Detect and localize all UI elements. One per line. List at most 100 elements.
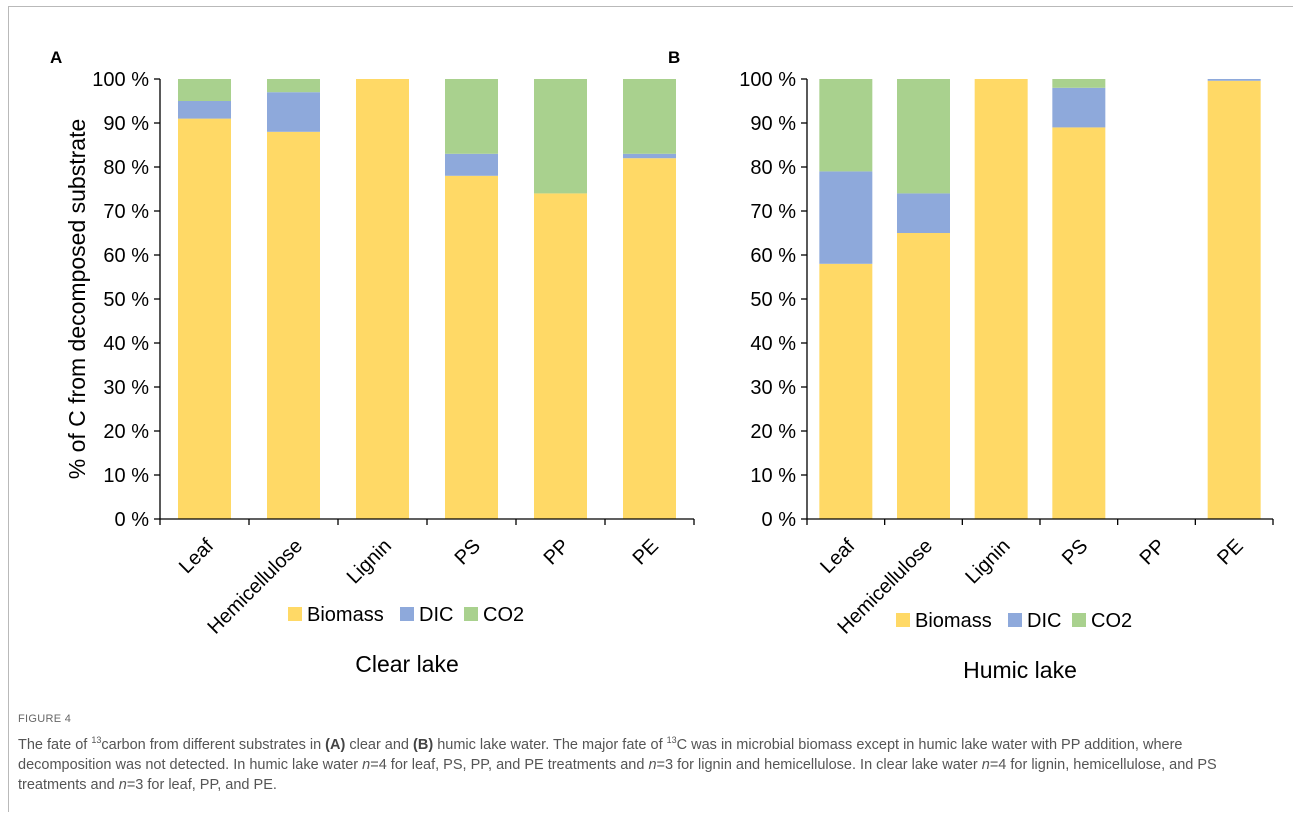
bar-segment-dic: [1052, 87, 1106, 128]
bar-segment-dic: [623, 153, 676, 159]
x-axis-title: Humic lake: [963, 657, 1077, 683]
y-tick-label: 10 %: [750, 465, 796, 487]
panel-letter: B: [668, 48, 680, 67]
legend-swatch: [464, 607, 478, 621]
bar-segment-co2: [897, 79, 950, 194]
legend-label: CO2: [1091, 610, 1132, 632]
caption-n: n: [981, 756, 990, 773]
caption-panel-ref-b: (B): [413, 736, 434, 753]
caption-part: humic lake water. The major fate of: [433, 736, 667, 753]
bar-segment-dic: [267, 92, 320, 132]
y-tick-label: 10 %: [103, 465, 149, 487]
panel-letter: A: [50, 48, 62, 67]
caption-part: =3 for leaf, PP, and PE.: [126, 776, 277, 793]
x-category-label: PE: [629, 535, 663, 569]
y-tick-label: 20 %: [103, 421, 149, 443]
y-tick-label: 40 %: [750, 333, 796, 355]
caption-n: n: [362, 756, 371, 773]
bar-segment-biomass: [623, 158, 676, 519]
x-category-label: PS: [451, 535, 485, 569]
y-tick-label: 80 %: [750, 157, 796, 179]
caption-part: =3 for lignin and hemicellulose. In clea…: [656, 756, 982, 773]
x-category-label: PP: [1136, 535, 1170, 569]
legend-label: DIC: [419, 604, 453, 626]
y-tick-label: 60 %: [750, 245, 796, 267]
y-tick-label: 90 %: [750, 113, 796, 135]
bar-segment-dic: [897, 193, 950, 233]
legend-label: CO2: [483, 604, 524, 626]
bar-segment-biomass: [178, 118, 231, 519]
bar-segment-biomass: [897, 233, 950, 519]
legend-swatch: [1072, 613, 1086, 627]
caption-part: clear and: [345, 736, 414, 753]
legend-swatch: [400, 607, 414, 621]
x-category-label: PP: [540, 535, 574, 569]
y-tick-label: 80 %: [103, 157, 149, 179]
x-category-label: Leaf: [175, 535, 218, 578]
bar-segment-dic: [819, 171, 873, 264]
y-tick-label: 20 %: [750, 421, 796, 443]
y-tick-label: 70 %: [103, 201, 149, 223]
y-tick-label: 60 %: [103, 245, 149, 267]
figure-caption: FIGURE 4 The fate of 13carbon from diffe…: [18, 713, 1278, 795]
caption-n: n: [118, 776, 127, 793]
y-tick-label: 40 %: [103, 333, 149, 355]
x-category-label: Lignin: [961, 535, 1014, 588]
y-tick-label: 100 %: [739, 69, 796, 91]
bar-segment-biomass: [819, 263, 873, 519]
x-category-label: PE: [1213, 535, 1247, 569]
y-tick-label: 50 %: [750, 289, 796, 311]
bar-segment-co2: [445, 79, 498, 154]
legend-label: Biomass: [307, 604, 384, 626]
panel-a: A 0 % 10 % 20 % 30 % 40 % 50 % 60 % 70 % 80 % 90 %…: [50, 48, 695, 677]
caption-part: The fate of: [18, 736, 92, 753]
figure-label: FIGURE 4: [18, 713, 72, 725]
bar-segment-biomass: [356, 79, 409, 519]
caption-part: carbon from different substrates in: [101, 736, 326, 753]
legend-swatch: [896, 613, 910, 627]
bar-segment-co2: [534, 79, 587, 194]
bar-segment-dic: [445, 153, 498, 176]
x-category-label: PS: [1058, 535, 1092, 569]
legend-swatch: [288, 607, 302, 621]
y-axis-title: % of C from decomposed substrate: [64, 119, 90, 480]
y-tick-label: 50 %: [103, 289, 149, 311]
caption-superscript: 13: [666, 735, 677, 745]
caption-panel-ref-a: (A): [325, 736, 346, 753]
bar-segment-co2: [819, 79, 873, 172]
x-axis-title: Clear lake: [355, 651, 459, 677]
x-category-label: Leaf: [816, 535, 859, 578]
bar-segment-biomass: [974, 79, 1028, 519]
caption-n: n: [648, 756, 657, 773]
caption-part: C was in microbial biomass except in hum…: [18, 736, 1183, 773]
panel-b: B 0 % 10 % 20 % 30 % 40 % 50 % 60 % 70 % 80 % 90 %…: [668, 48, 1274, 683]
y-tick-label: 100 %: [92, 69, 149, 91]
bar-segment-biomass: [534, 193, 587, 519]
caption-part: =4 for leaf, PS, PP, and PE treatments a…: [370, 756, 649, 773]
caption-superscript: 13: [91, 735, 102, 745]
bar-segment-dic: [178, 101, 231, 119]
legend-swatch: [1008, 613, 1022, 627]
y-tick-label: 70 %: [750, 201, 796, 223]
y-tick-label: 30 %: [750, 377, 796, 399]
bar-segment-biomass: [1207, 80, 1261, 519]
legend-label: DIC: [1027, 610, 1061, 632]
figure-chart: A 0 % 10 % 20 % 30 % 40 % 50 % 60 % 70 % 80 % 90 %…: [50, 48, 1274, 683]
bar-segment-co2: [267, 79, 320, 93]
y-tick-label: 30 %: [103, 377, 149, 399]
legend-label: Biomass: [915, 610, 992, 632]
y-tick-label: 0 %: [115, 509, 150, 531]
x-category-label: Hemicellulose: [203, 535, 307, 639]
bar-segment-co2: [623, 79, 676, 154]
bar-segment-dic: [1207, 79, 1261, 81]
x-category-label: Lignin: [343, 535, 396, 588]
y-tick-label: 90 %: [103, 113, 149, 135]
bar-segment-co2: [178, 79, 231, 101]
caption-part: =4 for lignin, hemicellulose, and PS tre…: [18, 756, 1217, 793]
bar-segment-co2: [1052, 79, 1106, 88]
caption-text: The fate of 13carbon from different subs…: [18, 730, 1278, 795]
y-tick-label: 0 %: [762, 509, 797, 531]
bar-segment-biomass: [1052, 127, 1106, 520]
bar-segment-biomass: [445, 175, 498, 520]
figure-frame: [8, 6, 1293, 812]
